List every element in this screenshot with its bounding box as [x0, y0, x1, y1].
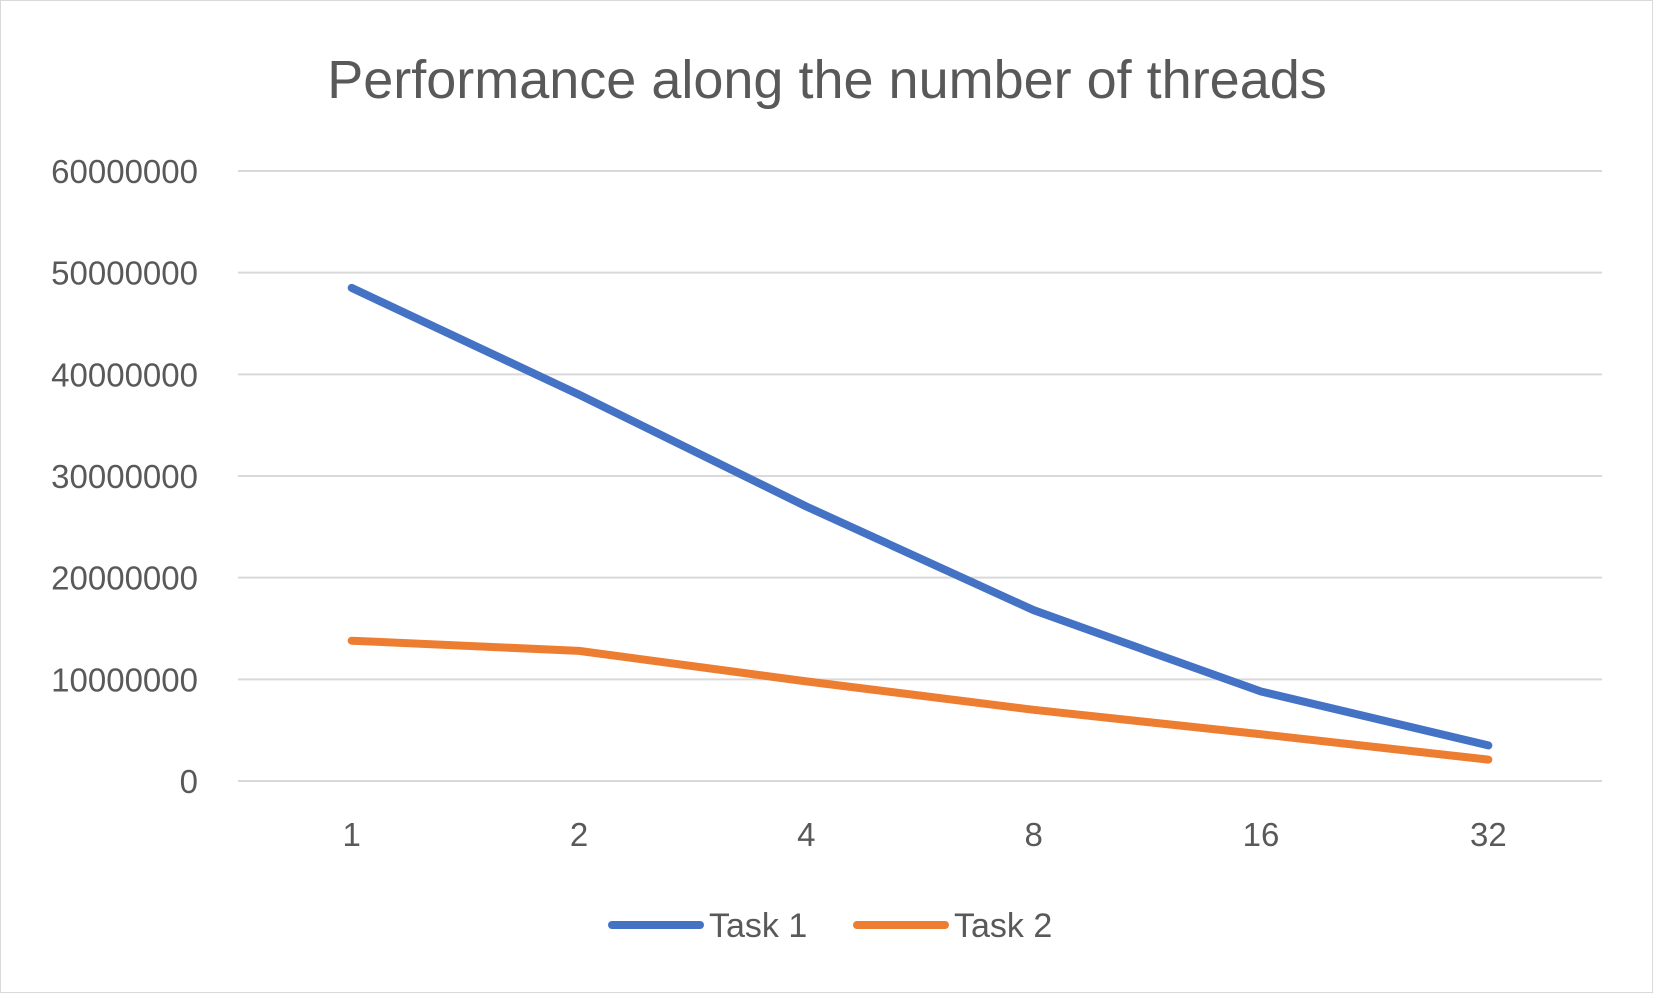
y-tick-label: 30000000	[51, 458, 198, 495]
x-tick-label: 32	[1470, 816, 1507, 853]
x-tick-label: 16	[1243, 816, 1280, 853]
legend-label: Task 2	[954, 907, 1052, 945]
y-tick-label: 0	[180, 763, 198, 800]
y-tick-label: 10000000	[51, 661, 198, 698]
x-tick-label: 1	[342, 816, 360, 853]
series-line-task-2	[347, 636, 1493, 764]
y-tick-label: 60000000	[51, 153, 198, 190]
legend: Task 1 Task 2	[608, 907, 1052, 945]
y-axis-tick-labels: 0 10000000 20000000 30000000 40000000 5000000…	[51, 153, 198, 800]
y-tick-label: 20000000	[51, 560, 198, 597]
x-axis-tick-labels: 1 2 4 8 16 32	[342, 816, 1506, 853]
y-tick-label: 40000000	[51, 356, 198, 393]
series-line-task-1	[347, 283, 1493, 750]
x-tick-label: 4	[797, 816, 815, 853]
x-tick-label: 8	[1024, 816, 1042, 853]
chart-title: Performance along the number of threads	[327, 50, 1327, 110]
series-lines	[347, 283, 1493, 764]
y-tick-label: 50000000	[51, 255, 198, 292]
legend-label: Task 1	[709, 907, 807, 945]
gridlines	[238, 170, 1602, 782]
x-tick-label: 2	[570, 816, 588, 853]
